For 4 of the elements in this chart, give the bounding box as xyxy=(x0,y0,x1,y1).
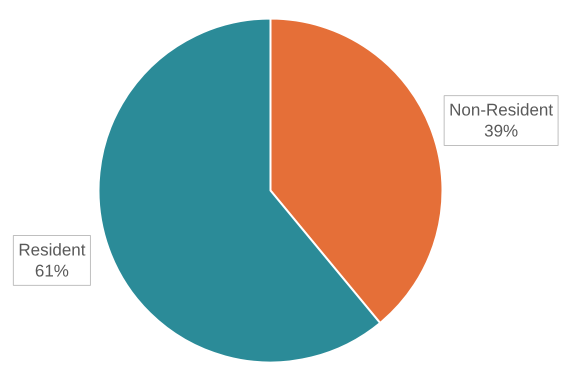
data-label: 39% xyxy=(484,122,518,141)
data-label: 61% xyxy=(34,261,69,280)
slice-label: Resident xyxy=(18,240,86,260)
slice-label: Non-Resident xyxy=(449,100,554,120)
